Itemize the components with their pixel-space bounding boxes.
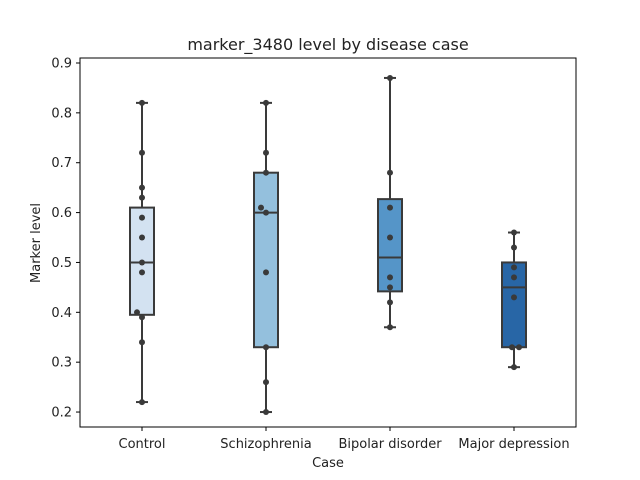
data-point [139,269,145,276]
data-point [511,294,517,301]
x-tick-label: Schizophrenia [220,437,311,452]
data-point [139,399,145,406]
y-tick-label: 0.7 [51,156,72,171]
data-point [139,184,145,191]
y-tick-label: 0.3 [51,356,72,371]
data-point [511,229,517,236]
y-tick-label: 0.6 [51,206,72,221]
data-point [387,204,393,211]
data-point [263,149,269,156]
box-group-control [129,99,155,406]
data-point [263,169,269,176]
x-tick-label: Bipolar disorder [338,437,442,452]
data-point [139,314,145,321]
data-point [263,269,269,276]
data-point [139,234,145,241]
x-axis-label: Case [312,456,344,471]
data-point [387,299,393,306]
data-point [263,99,269,106]
data-point [387,284,393,291]
data-point [387,274,393,281]
iqr-box [253,171,279,349]
data-point [139,99,145,106]
data-point [263,409,269,416]
data-point [511,364,517,371]
data-point [511,274,517,281]
data-point [263,379,269,386]
box-group-bipolar-disorder [377,74,403,331]
y-tick-label: 0.4 [51,306,72,321]
x-tick-label: Major depression [458,437,569,452]
data-point [516,344,522,351]
data-point [139,194,145,201]
chart-title: marker_3480 level by disease case [187,35,468,55]
plot-area: 0.2 0.3 0.4 0.5 0.6 0.7 0.8 0.9 Control Schizophr… [51,56,577,452]
data-point [509,344,515,351]
data-point [387,169,393,176]
data-point [258,204,264,211]
y-tick-label: 0.2 [51,406,72,421]
x-tick-label: Control [119,437,166,452]
data-point [139,339,145,346]
box-group-schizophrenia [253,99,279,416]
data-point [387,74,393,81]
data-point [387,234,393,241]
data-point [511,244,517,251]
box-group-major-depression [501,229,527,371]
data-point [139,149,145,156]
y-tick-label: 0.9 [51,56,72,71]
data-point [387,324,393,331]
y-tick-label: 0.5 [51,256,72,271]
data-point [263,344,269,351]
y-tick-label: 0.8 [51,106,72,121]
y-axis-label: Marker level [29,203,44,283]
data-point [263,209,269,216]
data-point [134,309,140,316]
data-point [139,259,145,266]
data-point [139,214,145,221]
data-point [511,264,517,271]
plot-frame [79,57,577,428]
